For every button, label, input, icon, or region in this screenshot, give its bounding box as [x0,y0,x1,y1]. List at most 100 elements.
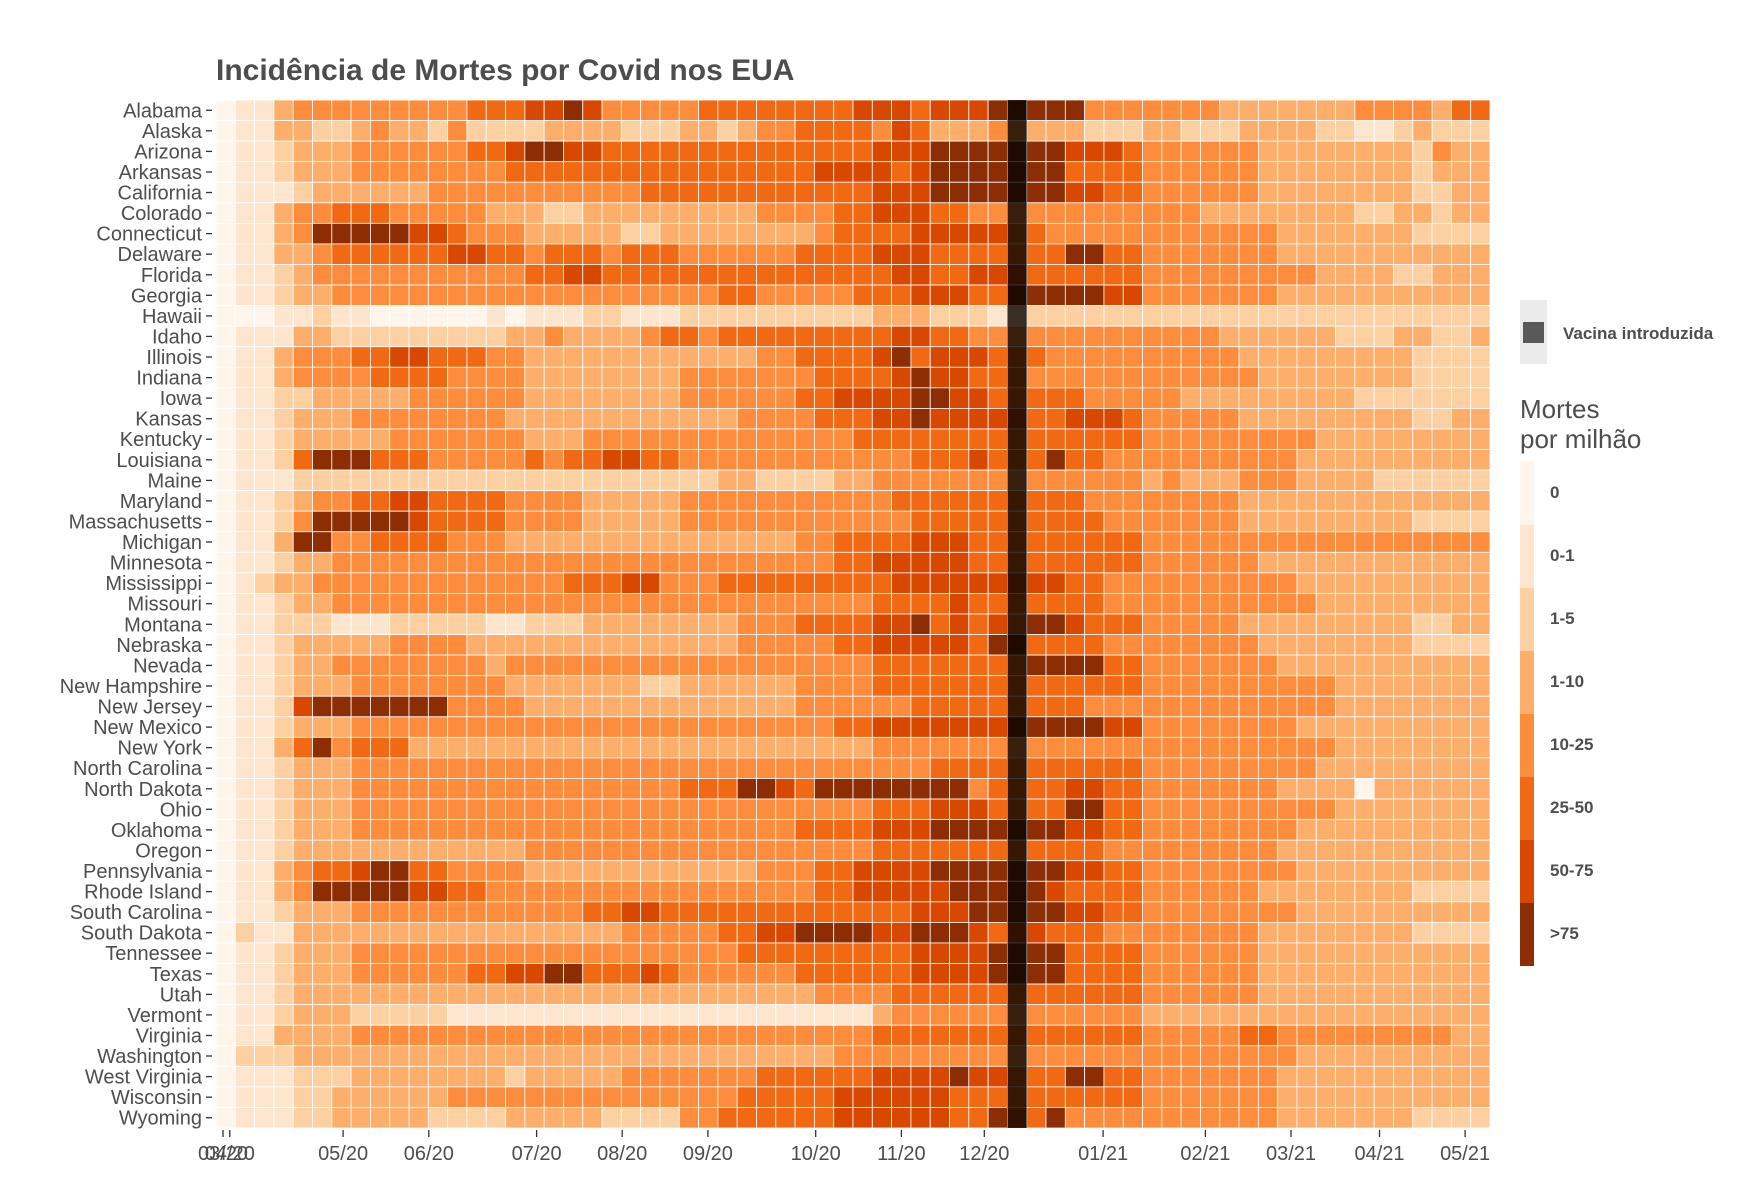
heatmap-cell [852,1045,873,1067]
heatmap-cell [524,922,545,944]
heatmap-cell [1084,654,1105,677]
state-label: Wisconsin [111,1087,202,1109]
heatmap-cell [852,284,873,307]
heatmap-cell [813,901,835,923]
heatmap-cell [756,1004,777,1026]
heatmap-cell [312,325,333,348]
heatmap-cell [717,490,738,512]
heatmap-cell [1045,325,1066,348]
heatmap-cell [852,963,873,985]
heatmap-cell [1470,120,1491,142]
heatmap-cell [659,922,680,944]
heatmap-cell [1431,264,1452,286]
heatmap-cell [1257,695,1279,718]
x-tick-label: 05/20 [318,1143,368,1165]
heatmap-cell [447,839,468,862]
heatmap-cell [389,120,410,142]
heatmap-cell [833,572,854,594]
heatmap-cell [1315,387,1336,409]
heatmap-cell [1045,675,1066,697]
heatmap-cell [968,634,989,656]
heatmap-cell [1026,428,1047,450]
heatmap-cell [331,963,352,985]
heatmap-cell [698,407,719,430]
heatmap-cell [1045,264,1066,286]
heatmap-cell [949,428,970,450]
heatmap-cell [1412,387,1433,409]
heatmap-cell [756,860,777,882]
heatmap-cell [698,161,719,183]
heatmap-cell [949,1107,970,1129]
heatmap-cell [1277,407,1298,430]
heatmap-cell [1412,716,1433,738]
heatmap-cell [678,963,699,985]
heatmap-cell [601,551,622,574]
heatmap-cell [1470,1065,1491,1088]
heatmap-cell [524,551,545,574]
heatmap-cell [1142,695,1163,718]
heatmap-cell [370,757,391,779]
heatmap-cell [1315,963,1336,985]
heatmap-cell [466,490,487,512]
heatmap-cell [1257,901,1279,923]
heatmap-cell [524,880,545,903]
heatmap-cell [1161,490,1182,512]
heatmap-cell [292,531,313,553]
heatmap-cell [1450,1086,1472,1108]
heatmap-cell [659,449,680,471]
heatmap-cell [543,613,564,635]
heatmap-cell [1064,695,1086,718]
heatmap-cell [756,778,777,800]
heatmap-cell [1354,551,1375,574]
heatmap-cell [1373,1045,1394,1067]
heatmap-cell [505,99,526,121]
heatmap-cell [987,366,1008,389]
heatmap-cell [1200,593,1221,615]
heatmap-cell [447,181,468,204]
heatmap-cell [775,449,796,471]
state-label: Vermont [128,1005,203,1027]
heatmap-cell [370,243,391,265]
heatmap-cell [234,634,256,656]
heatmap-cell [891,284,912,307]
heatmap-cell [234,695,256,718]
heatmap-cell [408,695,429,718]
heatmap-cell [1450,593,1472,615]
heatmap-cell [427,510,449,533]
heatmap-cell [331,675,352,697]
heatmap-cell [601,1024,622,1047]
heatmap-cell [505,1045,526,1067]
heatmap-cell [1103,757,1124,779]
heatmap-cell [1296,140,1317,163]
heatmap-cell [1238,120,1259,142]
legend: Vacina introduzida Mortes por milhão 00-… [1520,300,1714,966]
heatmap-cell [736,325,757,348]
heatmap-cell [447,346,468,368]
heatmap-cell [215,1086,236,1108]
heatmap-cell [370,181,391,204]
heatmap-cell [1064,531,1086,553]
heatmap-cell [485,860,506,882]
heatmap-cell [833,161,854,183]
heatmap-cell [1045,654,1066,677]
heatmap-cell [370,880,391,903]
heatmap-cell [1277,1045,1298,1067]
heatmap-cell [427,983,449,1006]
heatmap-cell [1277,1024,1298,1047]
heatmap-cell [543,551,564,574]
heatmap-cell [968,593,989,615]
heatmap-cell [1393,1024,1414,1047]
heatmap-cell [466,222,487,245]
heatmap-cell [620,860,642,882]
heatmap-cell [312,531,333,553]
heatmap-cell [563,428,584,450]
heatmap-cell [929,634,950,656]
heatmap-cell [1161,99,1182,121]
heatmap-cell [331,922,352,944]
heatmap-cell [1122,387,1143,409]
heatmap-cell [640,140,661,163]
heatmap-cell [215,572,236,594]
legend-swatch [1520,651,1534,714]
heatmap-cell [1238,1107,1259,1129]
heatmap-cell [794,1045,815,1067]
